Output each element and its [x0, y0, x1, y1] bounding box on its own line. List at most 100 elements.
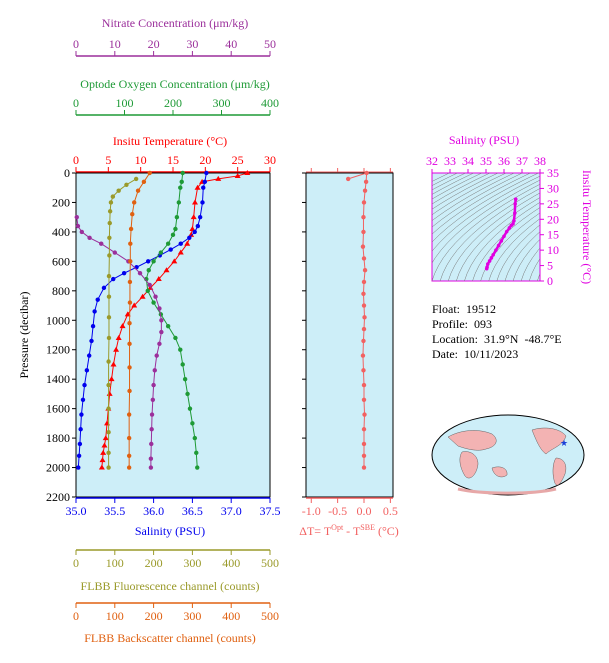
fluorescence-series-point: [106, 382, 111, 388]
main-series: [74, 170, 251, 470]
backscatter-series-point: [130, 212, 135, 217]
nitrate-series-point: [157, 306, 162, 311]
temperature-series-point: [99, 457, 106, 463]
temperature-series-point: [110, 361, 117, 367]
oxygen-series-point: [158, 250, 164, 255]
fluorescence-series-point: [124, 182, 129, 187]
oxygen-series-point: [145, 288, 150, 294]
oxygen-series-point: [180, 362, 185, 367]
delta-t-series-point: [361, 441, 367, 447]
backscatter-tick-label: 300: [183, 609, 201, 623]
delta-t-series-point: [360, 353, 366, 358]
nitrate-axis-label: Nitrate Concentration (μm/kg): [102, 16, 248, 30]
oxygen-series-point: [180, 170, 185, 176]
oxygen-tick-label: 300: [213, 96, 231, 110]
oxygen-series-point: [151, 259, 156, 264]
oxygen-series-point: [146, 268, 151, 273]
ts-temperature-tick-label: 25: [547, 197, 559, 211]
nitrate-series-point: [147, 282, 152, 288]
ts-plot-area: [431, 172, 541, 282]
ts-temperature-axis-label: Insitu Temperature (°C): [580, 170, 594, 284]
oxygen-series-point: [176, 200, 182, 205]
oxygen-series-point: [178, 347, 183, 352]
temperature-series-point: [188, 231, 195, 237]
oxygen-series-point: [185, 391, 190, 397]
nitrate-series-point: [157, 341, 162, 347]
temperature-series-point: [101, 442, 108, 448]
delta-t-series-point: [362, 315, 367, 320]
salinity-series-point: [78, 427, 83, 432]
pressure-tick-label: 0: [64, 166, 70, 180]
backscatter-tick-label: 100: [106, 609, 124, 623]
pressure-tick-label: 2000: [46, 461, 70, 475]
delta-t-series-point: [362, 412, 367, 417]
nitrate-series-point: [112, 250, 118, 255]
delta-t-series-point: [362, 188, 368, 193]
ts-profile-point: [494, 248, 498, 252]
temperature-series-point: [100, 449, 107, 455]
delta-t-tick-label: 0.0: [357, 504, 372, 518]
backscatter-tick-label: 200: [145, 609, 163, 623]
ts-contour-line: [602, 173, 609, 281]
location: Location: 31.9°N -48.7°E: [432, 332, 562, 346]
nitrate-series-point: [75, 223, 81, 229]
pressure-tick-label: 2200: [46, 490, 70, 504]
ts-profile-point: [513, 202, 517, 206]
ts-profile-point: [513, 211, 517, 215]
ts-contour-line: [432, 173, 507, 216]
delta-t-series-point: [361, 303, 367, 308]
nitrate-series-point: [148, 465, 154, 470]
ts-contour-line: [528, 258, 540, 281]
salinity-tick-label: 37.0: [221, 504, 242, 518]
map-eurasia: [447, 430, 497, 451]
temperature-series-point: [177, 249, 184, 255]
salinity-tick-label: 35.0: [66, 504, 87, 518]
ts-contour-line: [432, 173, 515, 222]
delta-t-series-point: [361, 397, 367, 402]
oxygen-tick-label: 200: [164, 96, 182, 110]
oxygen-tick-label: 400: [261, 96, 279, 110]
ts-contour-line: [432, 173, 499, 210]
ts-contour-line: [456, 197, 540, 281]
backscatter-series-point: [128, 226, 134, 232]
nitrate-tick-label: 30: [186, 37, 198, 51]
ts-profile-point: [491, 252, 496, 257]
ts-profile-point: [499, 239, 504, 243]
backscatter-tick-label: 400: [222, 609, 240, 623]
ts-profile-point: [504, 229, 509, 234]
oxygen-series-point: [173, 335, 178, 341]
nitrate-series-point: [149, 441, 154, 447]
salinity-axis-label: Salinity (PSU): [135, 524, 205, 538]
ts-contour-line: [432, 173, 539, 243]
pressure-tick-label: 1000: [46, 313, 70, 327]
delta-t-series-point: [361, 291, 366, 296]
ts-profile-point: [484, 266, 489, 271]
salinity-series-point: [76, 465, 81, 470]
nitrate-series-point: [79, 229, 85, 235]
fluorescence-series-point: [106, 315, 112, 320]
map-north-america: [531, 427, 567, 455]
backscatter-series-point: [126, 453, 132, 458]
ts-profile-point: [512, 219, 516, 223]
fluorescence-series-point: [106, 359, 111, 364]
backscatter-tick-label: 500: [261, 609, 279, 623]
backscatter-series-point: [128, 241, 133, 246]
temperature-tick-label: 25: [232, 153, 244, 167]
salinity-series-point: [80, 397, 86, 402]
fluorescence-series-point: [106, 294, 112, 299]
oxygen-series-point: [190, 421, 195, 426]
temperature-series-point: [234, 172, 241, 178]
pressure-tick-label: 600: [52, 254, 70, 268]
float-location-marker: ★: [560, 438, 568, 448]
ts-profile-point: [502, 234, 506, 239]
salinity-tick-label: 35.5: [104, 504, 125, 518]
nitrate-series-point: [150, 397, 156, 402]
fluorescence-tick-label: 200: [145, 556, 163, 570]
backscatter-series-point: [147, 170, 152, 176]
ts-profile-point: [507, 226, 512, 230]
nitrate-series-point: [74, 214, 79, 220]
delta-t-axis: -1.0 -0.5 0.0 0.5: [302, 168, 398, 518]
ts-profile-point: [486, 262, 490, 266]
ts-salinity-tick-label: 33: [444, 154, 456, 168]
backscatter-series-point: [127, 341, 132, 347]
